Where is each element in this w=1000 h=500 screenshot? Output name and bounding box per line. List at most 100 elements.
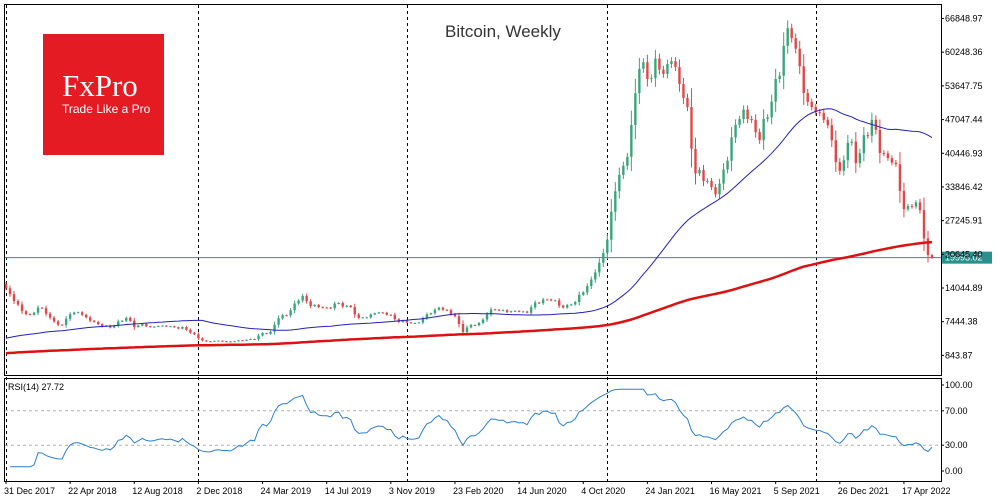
candle-body-224 (902, 190, 906, 210)
candle-body-187 (754, 119, 757, 133)
candle-body-228 (918, 202, 922, 211)
candle-body-177 (714, 187, 717, 195)
candle-body-132 (533, 302, 537, 308)
candle-body-227 (914, 202, 918, 207)
candle-body-12 (52, 317, 56, 322)
logo-sub-text: Trade Like a Pro (62, 102, 151, 116)
candle-body-193 (778, 75, 781, 79)
last-price-line-group: 19993.02 (5, 251, 992, 264)
candle-body-5 (24, 311, 28, 315)
candle-body-102 (413, 322, 417, 324)
rsi-pane-frame (4, 378, 942, 482)
candle-body-20 (84, 314, 88, 318)
candle-body-174 (702, 169, 705, 182)
candle-body-159 (642, 62, 645, 69)
candle-body-57 (233, 341, 236, 343)
candle-body-91 (369, 314, 372, 318)
candle-body-153 (618, 174, 621, 192)
time-tick-label-4: 24 Mar 2019 (261, 486, 312, 496)
candle-body-36 (149, 326, 152, 328)
logo-main-text: FxPro (62, 68, 138, 103)
candle-body-19 (80, 312, 84, 315)
candle-body-122 (493, 309, 497, 311)
candle-body-156 (630, 124, 633, 157)
candle-body-211 (850, 141, 854, 143)
candle-body-142 (574, 302, 577, 305)
candle-body-3 (16, 301, 20, 305)
chart-title: Bitcoin, Weekly (445, 22, 561, 41)
candle-body-219 (882, 153, 886, 154)
candle-body-199 (802, 66, 805, 93)
candle-body-61 (249, 338, 252, 340)
time-tick-label-7: 23 Feb 2020 (453, 486, 504, 496)
candle-body-169 (682, 84, 685, 98)
candle-body-154 (622, 165, 625, 175)
candle-body-8 (36, 307, 40, 313)
candle-body-125 (505, 310, 509, 313)
candle-body-88 (357, 314, 360, 318)
price-tick-label-3: 47047.44 (945, 115, 983, 125)
candle-body-97 (393, 314, 397, 320)
candle-body-111 (449, 310, 453, 314)
candle-body-207 (834, 140, 837, 163)
candle-body-162 (654, 58, 657, 79)
price-pane-frame (4, 4, 942, 376)
candle-body-30 (125, 317, 128, 321)
candle-body-222 (894, 162, 898, 165)
candle-body-136 (549, 299, 553, 301)
candle-body-38 (157, 326, 160, 328)
candle-body-17 (72, 312, 76, 315)
candle-body-127 (513, 310, 517, 312)
candle-body-231 (930, 255, 934, 258)
candle-body-107 (433, 309, 437, 314)
candle-body-65 (265, 333, 268, 335)
price-tick-label-0: 66848.97 (945, 14, 983, 24)
candle-body-112 (453, 313, 457, 317)
candle-body-165 (666, 63, 669, 74)
price-tick-label-9: 7444.38 (945, 317, 978, 327)
candle-body-7 (32, 312, 36, 315)
candle-body-103 (417, 322, 421, 324)
candle-body-221 (890, 158, 894, 163)
candle-body-226 (910, 206, 914, 208)
candle-body-42 (173, 326, 176, 328)
candle-body-55 (225, 341, 228, 343)
candle-body-186 (750, 118, 753, 120)
candle-body-104 (421, 318, 425, 323)
time-tick-label-9: 4 Oct 2020 (581, 486, 625, 496)
candle-body-29 (121, 320, 124, 322)
time-tick-label-3: 2 Dec 2018 (196, 486, 242, 496)
candle-body-54 (221, 340, 224, 342)
candle-body-49 (201, 338, 204, 341)
candle-body-2 (12, 294, 16, 301)
candle-body-120 (485, 314, 489, 320)
rsi-tick-label-3: 0.00 (945, 466, 963, 476)
candle-body-16 (68, 314, 72, 319)
candle-body-41 (169, 326, 172, 328)
candle-body-155 (626, 156, 629, 166)
candle-body-190 (766, 117, 769, 119)
candle-body-180 (726, 160, 729, 170)
ma-50-line (5, 108, 933, 339)
candle-body-121 (489, 309, 493, 315)
rsi-label: RSI(14) 27.72 (8, 382, 64, 392)
candle-body-218 (878, 129, 882, 153)
candle-body-126 (509, 311, 513, 313)
time-axis: 31 Dec 2017 22 Apr 2018 12 Aug 2018 2 Dec 2… (4, 481, 950, 496)
moving-averages (5, 108, 933, 355)
candle-body-230 (926, 238, 930, 256)
candle-body-53 (217, 340, 220, 342)
candle-body-47 (193, 332, 196, 335)
candle-body-85 (345, 305, 348, 307)
candle-body-23 (96, 321, 100, 325)
time-tick-label-8: 14 Jun 2020 (517, 486, 567, 496)
candle-body-62 (253, 338, 256, 340)
candle-body-119 (481, 319, 485, 323)
candle-body-167 (674, 61, 677, 68)
candle-body-56 (229, 341, 232, 343)
candle-body-66 (269, 331, 272, 334)
candle-body-184 (742, 109, 745, 120)
candle-body-89 (361, 317, 364, 319)
